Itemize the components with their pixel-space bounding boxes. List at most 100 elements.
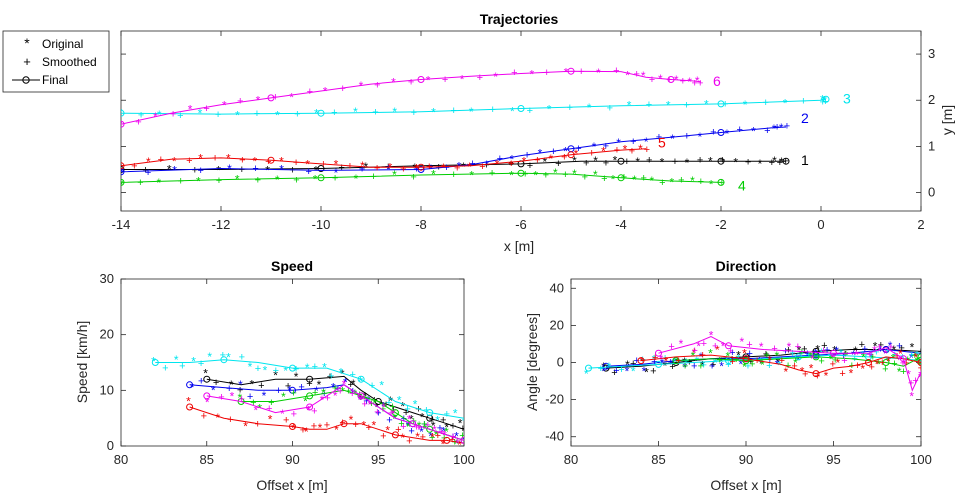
traj-series-5-smoothed-point: + <box>614 144 620 156</box>
dir-series-1-original-point: * <box>873 340 878 354</box>
traj-series-6-final-point <box>667 76 675 83</box>
dir-ytick-label: 40 <box>550 280 564 295</box>
dir-series-1-original-point: * <box>910 340 915 354</box>
dir-ytick-label: 0 <box>557 355 564 370</box>
dir-series-2-smoothed-point: + <box>746 348 752 360</box>
traj-data-layer: * + * + * + * + * + * + * + * + * + * + * + * + * + * + * + * + * + * + * +* +… <box>118 65 830 191</box>
traj-series-1-smoothed-point: + <box>527 160 533 172</box>
traj-series-3-smoothed-point: + <box>254 108 260 120</box>
traj-xtick-label: -4 <box>615 217 627 232</box>
legend-marker-smoothed: + <box>23 54 31 69</box>
speed-xtick-label: 85 <box>200 452 214 467</box>
traj-series-4-original-point: * <box>709 177 714 191</box>
dir-series-3-smoothed-point: + <box>806 349 812 361</box>
speed-series-2-smoothed-point: + <box>350 385 356 397</box>
traj-series-5-smoothed-point: + <box>212 152 218 164</box>
dir-series-6-smoothed-point: + <box>746 339 752 351</box>
dir-series-2-original-point: * <box>796 354 801 368</box>
dir-series-2-original-point: * <box>888 339 893 353</box>
traj-series-1-original-point: * <box>758 157 763 171</box>
speed-series-6-final-point <box>357 392 365 400</box>
traj-series-5-final-point <box>567 151 575 159</box>
speed-series-3-smoothed-point: + <box>404 403 410 415</box>
speed-series-6-smoothed-point: + <box>413 421 419 433</box>
traj-series-3-original-point: * <box>118 106 123 120</box>
dir-series-6-original-point: * <box>696 339 701 353</box>
dir-ytick-label: -20 <box>545 392 564 407</box>
dir-series-2-smoothed-point: + <box>667 357 673 369</box>
traj-ytick-label: 2 <box>928 92 935 107</box>
dir-series-5-final-point <box>812 370 820 378</box>
traj-xtick-label: 2 <box>917 217 924 232</box>
speed-series-2-original-point: * <box>358 393 363 407</box>
traj-series-4-smoothed-point: + <box>659 177 665 189</box>
speed-series-3-smoothed-point: + <box>293 363 299 375</box>
speed-series-3-smoothed-point: + <box>444 409 450 421</box>
speed-series-1-original-point: * <box>317 378 322 392</box>
speed-series-3-smoothed-point: + <box>255 363 261 375</box>
speed-series-2-smoothed-point: + <box>198 375 204 387</box>
traj-series-5-smoothed-point: + <box>320 159 326 171</box>
dir-series-4-smoothed-point: + <box>818 356 824 368</box>
traj-series-6-smoothed-point: + <box>135 117 141 129</box>
traj-series-5-smoothed-point: + <box>186 155 192 167</box>
traj-series-6-smoothed-point: + <box>511 67 517 79</box>
speed-series-3-line <box>155 359 464 419</box>
speed-series-1-final-point <box>306 375 314 383</box>
speed-ytick-label: 0 <box>107 438 114 453</box>
dir-series-5-original-point: * <box>800 364 805 378</box>
traj-series-5-smoothed-point: + <box>479 161 485 173</box>
traj-series-6-smoothed-point: + <box>442 74 448 86</box>
speed-series-6-smoothed-point: + <box>218 392 224 404</box>
trajectories-xlabel: x [m] <box>504 238 534 254</box>
traj-series-1-smoothed-point: + <box>192 164 198 176</box>
traj-series-2-smoothed-point: + <box>197 165 203 177</box>
dir-series-6-original-point: * <box>659 352 664 366</box>
dir-series-6-original-point: * <box>854 348 859 362</box>
dir-series-6-smoothed-point: + <box>900 358 906 370</box>
speed-series-4-smoothed-point: + <box>290 388 296 400</box>
dir-series-3-smoothed-point: + <box>725 359 731 371</box>
traj-series-2-smoothed-point: + <box>764 125 770 137</box>
speed-series-3-smoothed-point: + <box>273 365 279 377</box>
speed-series-3-smoothed-point: + <box>349 369 355 381</box>
dir-series-1-smoothed-point: + <box>821 340 827 352</box>
dir-series-3-smoothed-point: + <box>745 360 751 372</box>
dir-series-2-smoothed-point: + <box>896 340 902 352</box>
speed-series-1-final-point <box>374 398 382 405</box>
dir-ytick-label: -40 <box>545 429 564 444</box>
traj-series-4-original-point: * <box>119 177 124 191</box>
traj-series-3-smoothed-point: + <box>646 99 652 111</box>
traj-series-1-final-point <box>317 165 325 172</box>
traj-series-3-smoothed-point: + <box>138 110 144 122</box>
traj-series-4-original-point: * <box>611 173 616 187</box>
dir-series-4-original-point: * <box>774 349 779 363</box>
traj-series-5-original-point: * <box>198 152 203 166</box>
dir-series-3-smoothed-point: + <box>827 349 833 361</box>
dir-series-6-smoothed-point: + <box>888 342 894 354</box>
dir-series-2-final-point <box>602 362 610 370</box>
traj-series-1-original-point: * <box>461 160 466 174</box>
speed-series-3-smoothed-point: + <box>423 404 429 416</box>
traj-series-6-final-point <box>417 76 425 83</box>
traj-xtick-label: -14 <box>112 217 131 232</box>
dir-series-2-original-point: * <box>851 348 856 362</box>
traj-series-4-original-point: * <box>235 172 240 186</box>
traj-series-4-original-point: * <box>593 168 598 182</box>
traj-series-3-original-point: * <box>275 109 280 123</box>
traj-series-1-original-point: * <box>542 155 547 169</box>
dir-series-2-smoothed-point: + <box>691 360 697 372</box>
dir-series-3-smoothed-point: + <box>789 348 795 360</box>
speed-series-6-smoothed-point: + <box>438 426 444 438</box>
traj-series-6-original-point: * <box>188 102 193 116</box>
speed-series-3-smoothed-point: + <box>461 415 467 427</box>
traj-series-5-smoothed-point: + <box>347 160 353 172</box>
dir-series-1-original-point: * <box>663 359 668 373</box>
dir-series-3-original-point: * <box>607 360 612 374</box>
trajectory-label-6: 6 <box>713 73 721 89</box>
speed-series-4-original-point: * <box>281 390 286 404</box>
dir-series-5-smoothed-point: + <box>830 359 836 371</box>
speed-series-1-original-point: * <box>388 394 393 408</box>
dir-series-2-original-point: * <box>699 350 704 364</box>
